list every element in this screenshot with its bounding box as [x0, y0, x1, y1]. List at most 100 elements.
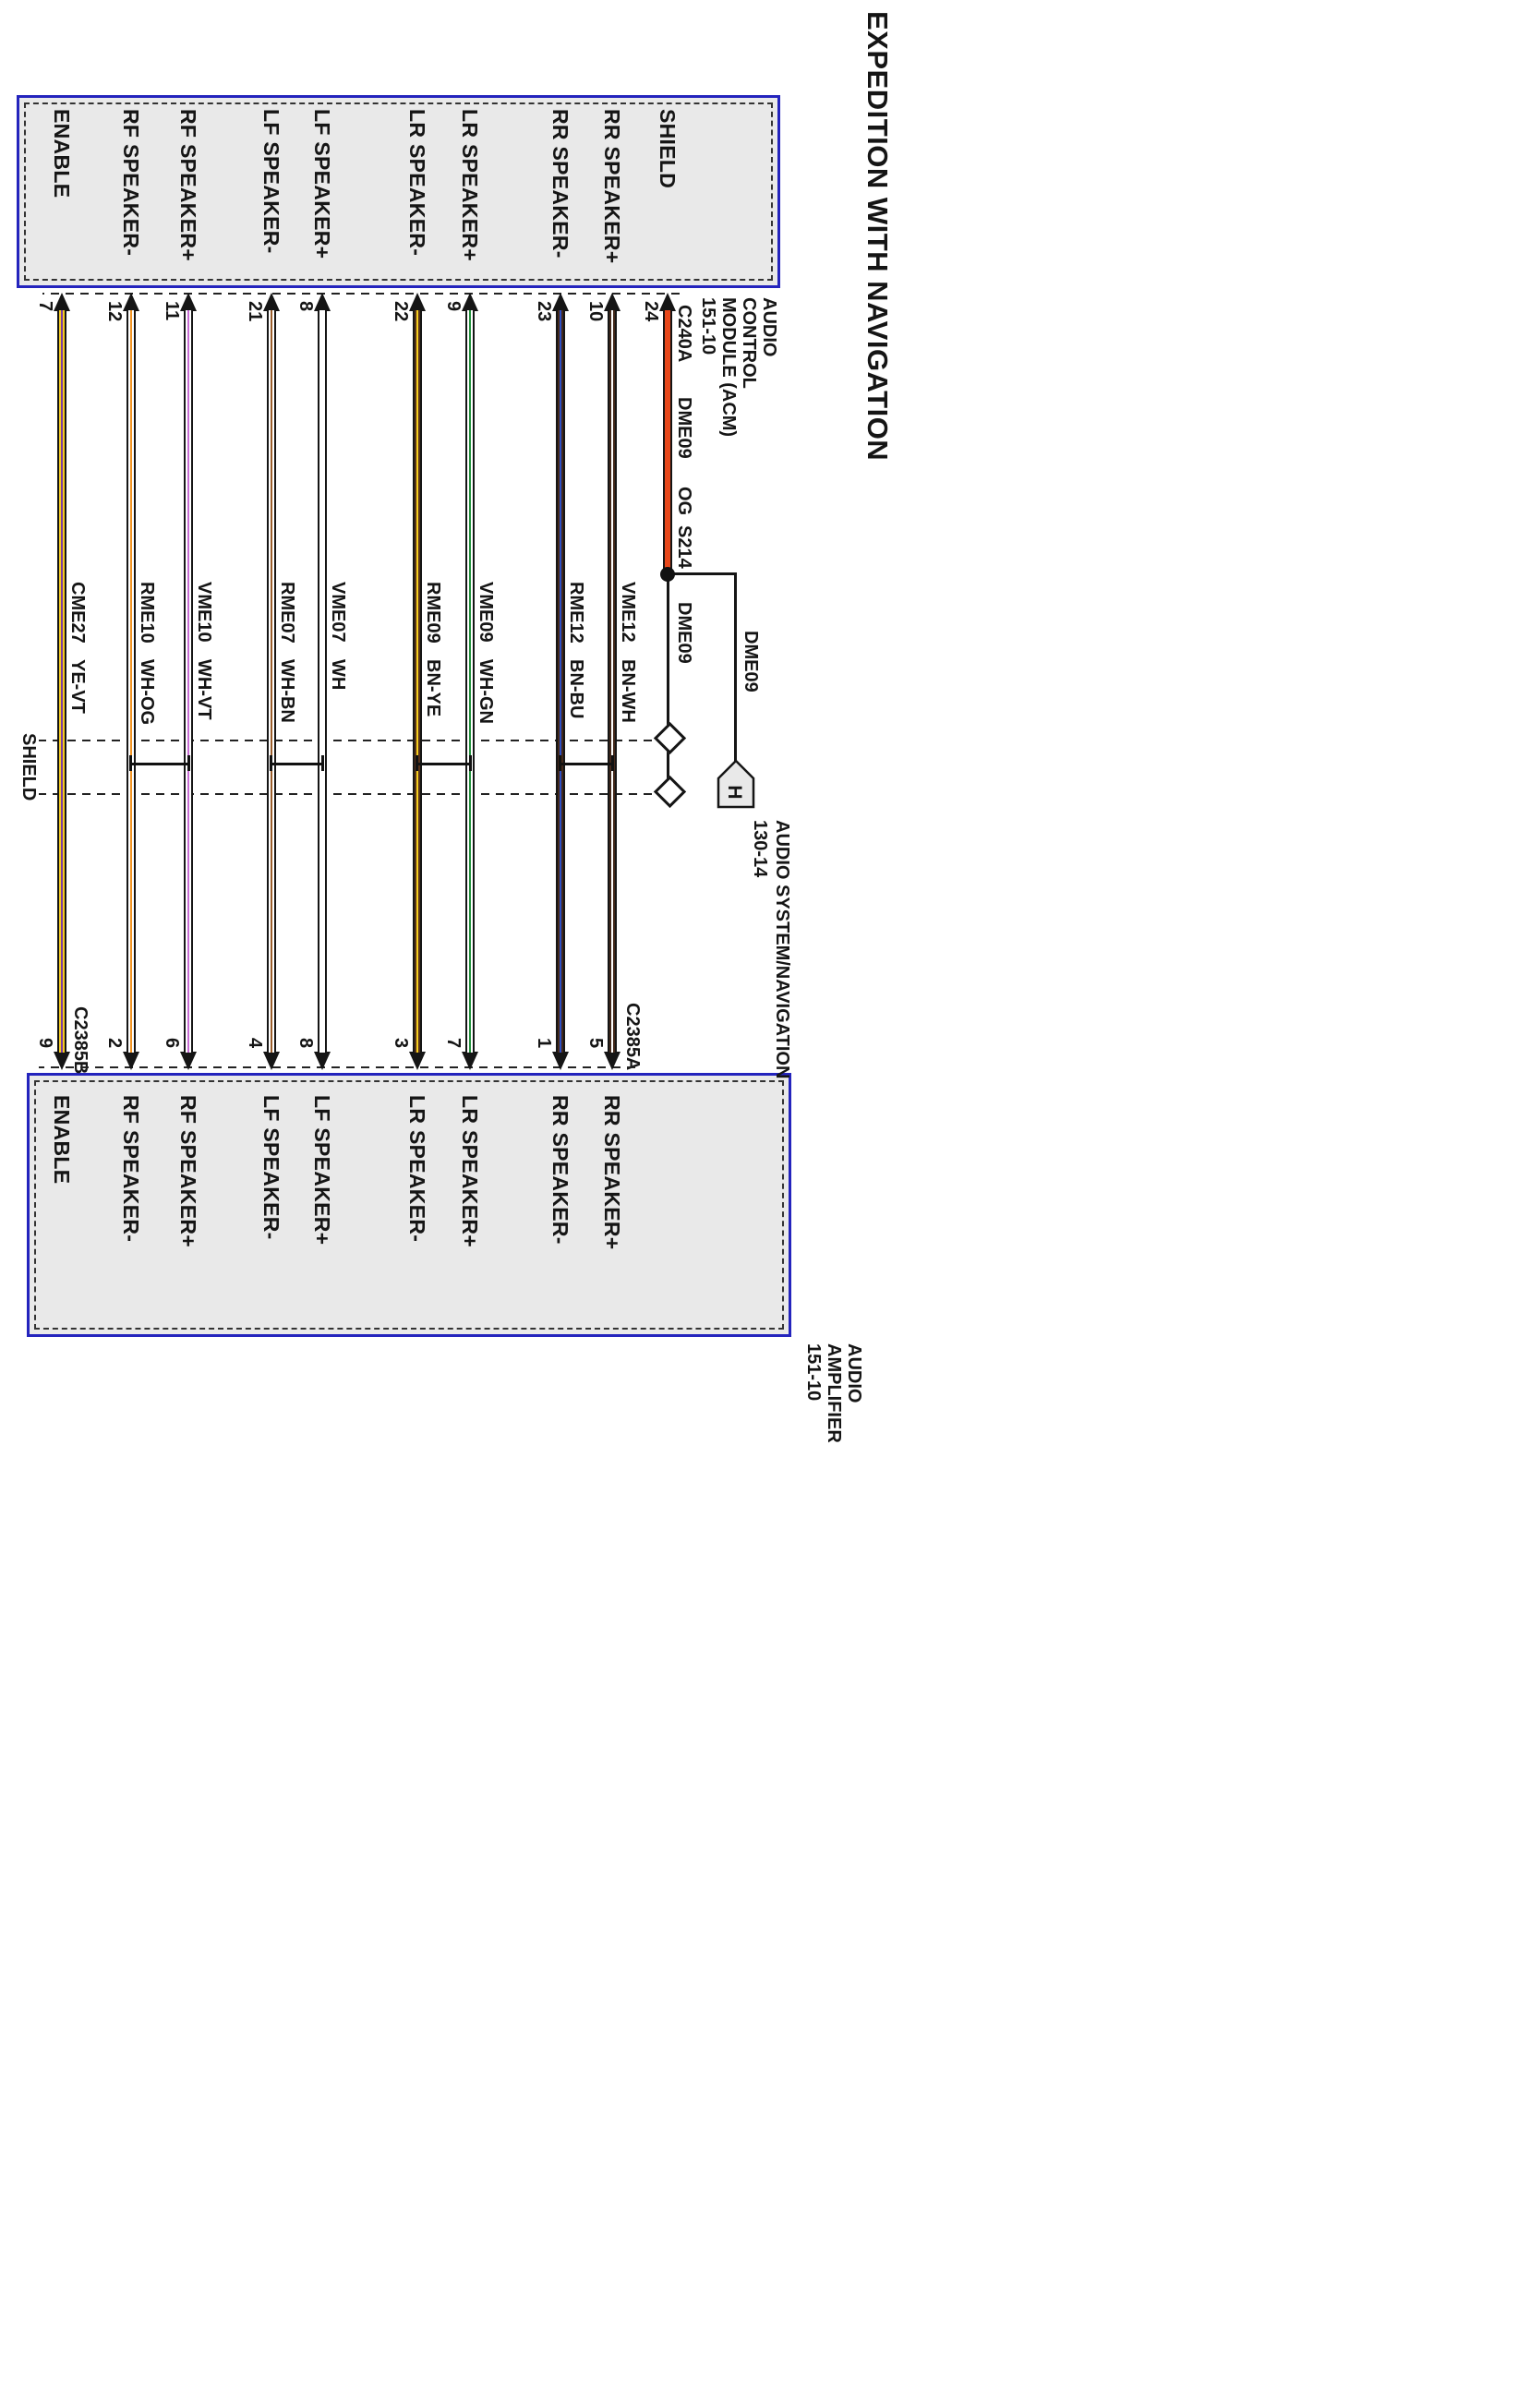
wire-vme09: [465, 310, 475, 1053]
amplifier-name-line: AMPLIFIER: [824, 1343, 844, 1443]
wire-stripe: [560, 310, 561, 1053]
acm-name-line: MODULE (ACM): [718, 297, 739, 438]
acm-pin-number: 10: [585, 301, 606, 322]
wire-rme07: [267, 310, 276, 1053]
amp-pin-arrow-icon: [409, 1052, 426, 1070]
shield-region-label: SHIELD: [18, 733, 39, 801]
nav-ref-line: 130-14: [750, 820, 770, 878]
acm-pin-arrow-icon: [604, 293, 620, 311]
shield-pair-bond-cap: [611, 755, 614, 771]
amp-pin-number: 1: [534, 1038, 554, 1049]
wire-circuit-label: RME10: [137, 582, 157, 644]
acm-pin-arrow-icon: [552, 293, 569, 311]
acm-pin-arrow-icon: [409, 293, 426, 311]
shield-wire-post-splice: [667, 576, 669, 729]
acm-pin-label: RF SPEAKER-: [119, 109, 143, 257]
amp-pin-arrow-icon: [552, 1052, 569, 1070]
wire-circuit-label: VME10: [194, 582, 214, 643]
wire-circuit-label: VME12: [618, 582, 638, 643]
acm-pin-arrow-icon: [263, 293, 280, 311]
shield-pair-bond-cap: [129, 755, 132, 771]
branch-wire-horizontal: [734, 572, 737, 765]
acm-pin-number: 21: [245, 301, 265, 322]
amp-pin-number: 7: [443, 1038, 464, 1049]
amp-connector-b-label: C2385B: [70, 1006, 90, 1075]
amp-pin-label: LR SPEAKER-: [405, 1095, 429, 1243]
wire-stripe: [611, 310, 613, 1053]
shield-color-label: OG: [674, 487, 694, 516]
acm-pin-label: RF SPEAKER+: [176, 109, 200, 261]
splice-label: S214: [674, 525, 694, 569]
page-title: EXPEDITION WITH NAVIGATION: [861, 11, 894, 462]
acm-pin-number: 7: [35, 301, 55, 312]
wire-circuit-label: VME09: [476, 582, 496, 643]
amp-pin-label: RF SPEAKER+: [176, 1095, 200, 1247]
shield-termination-icon: [653, 721, 687, 755]
amp-pin-arrow-icon: [462, 1052, 478, 1070]
wire-circuit-label: RME09: [423, 582, 443, 644]
post-splice-circuit-label: DME09: [674, 602, 694, 664]
wire-circuit-label: CME27: [67, 582, 88, 644]
amplifier-name-line: AUDIO: [844, 1343, 864, 1403]
acm-name-line: AUDIO: [759, 297, 779, 357]
amp-pin-arrow-icon: [263, 1052, 280, 1070]
wire-vme10: [184, 310, 193, 1053]
amp-pin-number: 3: [391, 1038, 411, 1049]
wire-stripe: [321, 310, 323, 1053]
acm-name-line: 151-10: [698, 297, 718, 355]
wire-circuit-label: VME07: [328, 582, 348, 643]
acm-pin-label-shield: SHIELD: [656, 109, 680, 189]
wire-stripe: [416, 310, 418, 1053]
acm-connector-label: C240A: [674, 305, 694, 363]
amp-pin-label: RR SPEAKER+: [600, 1095, 624, 1250]
amp-pin-number: 2: [104, 1038, 125, 1049]
acm-pin-number: 9: [443, 301, 464, 312]
wire-vme07: [318, 310, 327, 1053]
wire-color-label: WH-OG: [137, 659, 157, 726]
amp-pin-label: LF SPEAKER-: [259, 1095, 283, 1240]
acm-pin-arrow-icon: [314, 293, 331, 311]
wire-stripe: [61, 310, 63, 1053]
shield-pair-bond-cap: [187, 755, 190, 771]
wire-color-label: YE-VT: [67, 659, 88, 714]
amp-pin-label: RR SPEAKER-: [548, 1095, 572, 1245]
shield-pair-bond: [560, 763, 612, 765]
acm-pin-label: LF SPEAKER-: [259, 109, 283, 254]
wire-color-label: WH-GN: [476, 659, 496, 724]
branch-wire-vertical: [667, 572, 735, 575]
amp-pin-arrow-icon: [314, 1052, 331, 1070]
acm-pin-arrow-icon: [54, 293, 70, 311]
nav-tag-letter: H: [724, 785, 745, 799]
wire-vme12: [608, 310, 617, 1053]
acm-pin-label: ENABLE: [50, 109, 74, 199]
shield-pair-bond: [271, 763, 322, 765]
amp-pin-label: LF SPEAKER+: [310, 1095, 334, 1246]
amp-pin-number: 8: [295, 1038, 316, 1049]
amp-pin-arrow-icon: [54, 1052, 70, 1070]
amp-pin-number: 9: [35, 1038, 55, 1049]
wire-color-label: WH-BN: [277, 659, 297, 723]
wire-color-label: BN-YE: [423, 659, 443, 717]
wire-stripe: [271, 310, 272, 1053]
shield-pair-bond: [417, 763, 470, 765]
acm-pin-label: RR SPEAKER+: [600, 109, 624, 264]
wire-cme27: [57, 310, 66, 1053]
wire-rme09: [413, 310, 422, 1053]
wire-circuit-label: RME07: [277, 582, 297, 644]
nav-offpage-tag-icon: H: [717, 759, 755, 809]
amp-pin-label: LR SPEAKER+: [458, 1095, 482, 1247]
amp-pin-arrow-icon: [123, 1052, 139, 1070]
wire-circuit-label: RME12: [566, 582, 586, 644]
wire-color-label: BN-BU: [566, 659, 586, 719]
acm-pin-number: 12: [104, 301, 125, 322]
acm-pin-number: 23: [534, 301, 554, 322]
amp-connector-a-label: C2385A: [622, 1003, 643, 1071]
shield-circuit-label: DME09: [674, 397, 694, 459]
acm-pin-arrow-icon: [123, 293, 139, 311]
wire-rme10: [126, 310, 136, 1053]
shield-pair-bond-cap: [559, 755, 561, 771]
amplifier-name-line: 151-10: [803, 1343, 824, 1402]
acm-pin-arrow-icon: [659, 293, 676, 311]
